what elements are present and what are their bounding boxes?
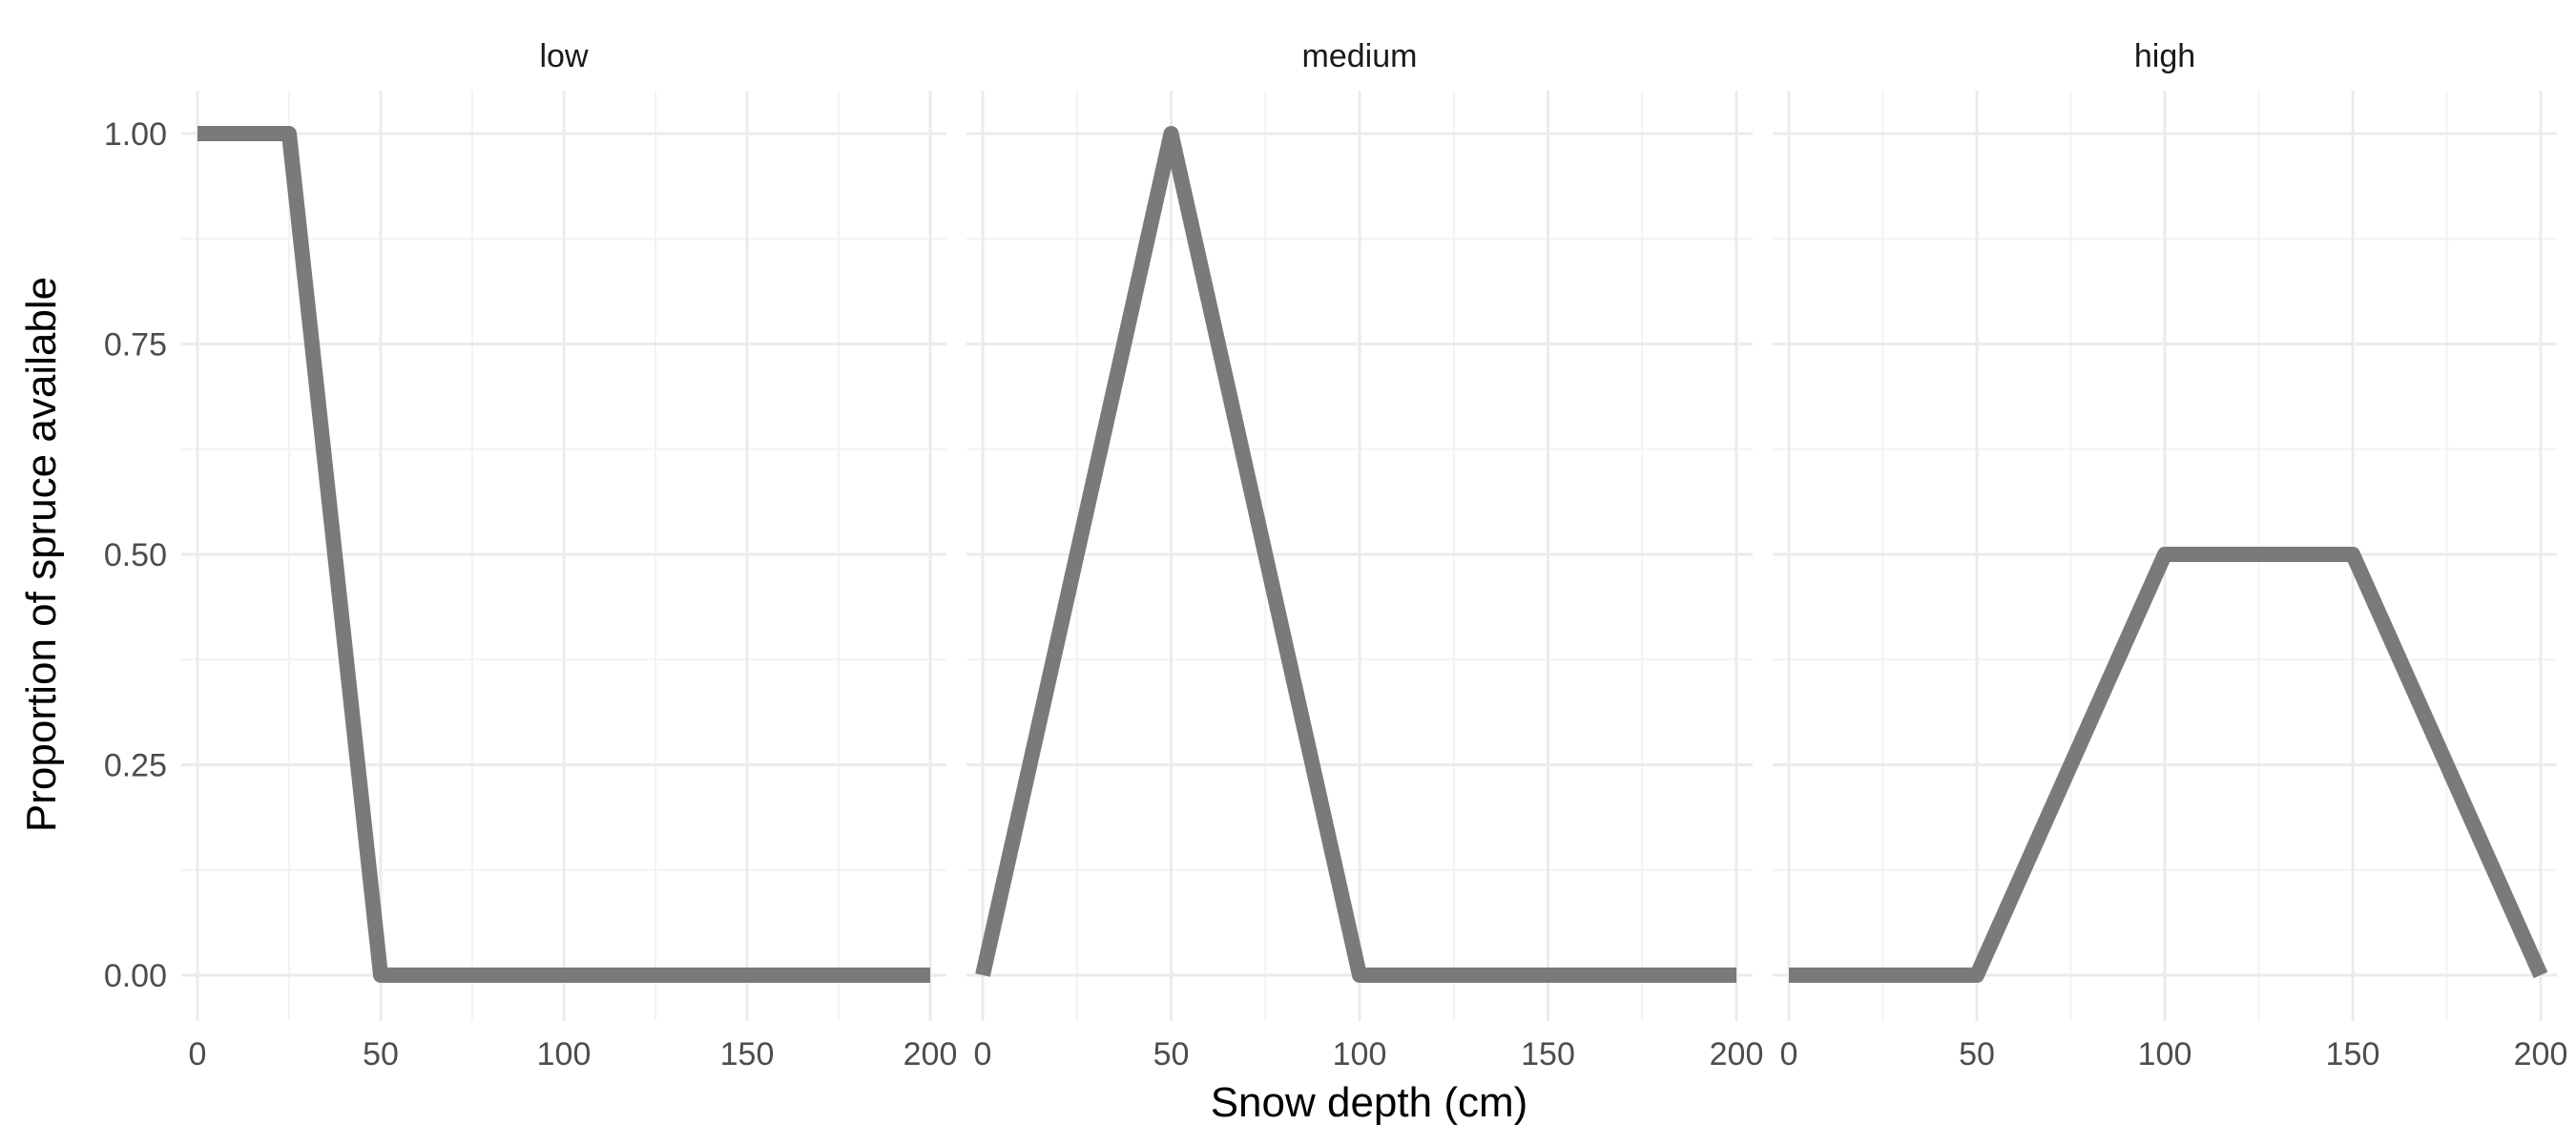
x-tick-label: 0 xyxy=(189,1036,207,1072)
x-tick-label: 100 xyxy=(2138,1036,2192,1072)
facet-label-high: high xyxy=(2134,38,2195,74)
y-axis-title: Proportion of spruce available xyxy=(18,277,65,832)
facet-label-medium: medium xyxy=(1302,38,1418,74)
y-tick-label: 0.50 xyxy=(104,537,167,573)
x-axis-title: Snow depth (cm) xyxy=(1211,1079,1528,1126)
y-tick-label: 1.00 xyxy=(104,116,167,153)
series-line-high xyxy=(1789,547,2548,983)
panel-medium: medium 0 50 100 150 200 xyxy=(966,38,1763,1072)
facet-label-low: low xyxy=(539,38,588,74)
x-tick-label: 100 xyxy=(1333,1036,1387,1072)
y-tick-label: 0.75 xyxy=(104,327,167,364)
x-tick-label: 0 xyxy=(1780,1036,1798,1072)
y-tick-label: 0.00 xyxy=(104,958,167,994)
series-line-low xyxy=(197,126,930,983)
x-tick-label: 100 xyxy=(537,1036,592,1072)
series-line-medium xyxy=(975,126,1736,983)
panel-low: low 0 50 100 150 200 xyxy=(181,38,957,1072)
x-tick-label: 150 xyxy=(1521,1036,1575,1072)
panel-high: high 0 50 100 150 200 xyxy=(1773,38,2567,1072)
x-tick-label: 50 xyxy=(1153,1036,1190,1072)
x-tick-label: 200 xyxy=(2514,1036,2568,1072)
x-tick-label: 200 xyxy=(1710,1036,1764,1072)
x-tick-label: 50 xyxy=(363,1036,399,1072)
x-tick-label: 150 xyxy=(2326,1036,2380,1072)
x-tick-label: 150 xyxy=(720,1036,775,1072)
x-tick-label: 200 xyxy=(904,1036,958,1072)
x-tick-label: 0 xyxy=(974,1036,992,1072)
x-tick-label: 50 xyxy=(1959,1036,1995,1072)
y-tick-label: 0.25 xyxy=(104,748,167,784)
